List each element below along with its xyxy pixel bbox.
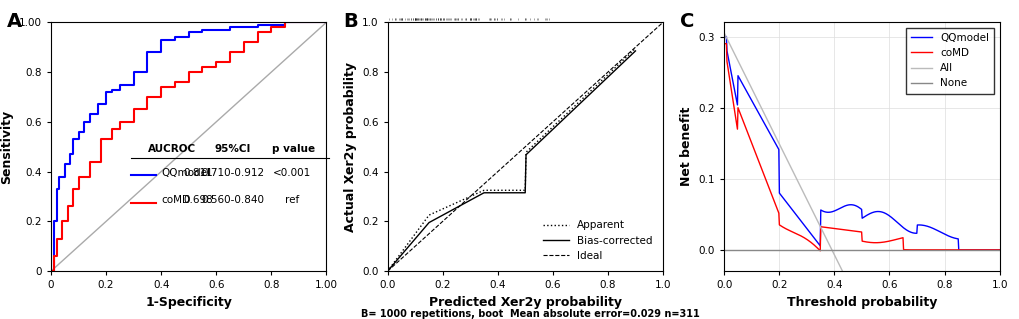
Text: 0.710-0.912: 0.710-0.912: [201, 168, 264, 178]
Ideal: [634, 41, 646, 44]
Apparent: [590, 84, 602, 87]
Text: B= 1000 repetitions, boot  Mean absolute error=0.029 n=311: B= 1000 repetitions, boot Mean absolute …: [361, 309, 699, 319]
QQmodel: [952, 248, 964, 252]
QQmodel: [993, 248, 1005, 252]
Text: p value: p value: [271, 144, 315, 154]
Text: 0.698: 0.698: [183, 195, 213, 205]
Apparent: [529, 142, 541, 145]
X-axis label: Threshold probability: Threshold probability: [786, 296, 936, 309]
X-axis label: 1-Specificity: 1-Specificity: [145, 296, 232, 309]
Text: <0.001: <0.001: [273, 168, 311, 178]
Ideal: [381, 269, 393, 273]
Legend: Apparent, Bias-corrected, Ideal: Apparent, Bias-corrected, Ideal: [537, 215, 657, 266]
Legend: QQmodel, coMD, All, None: QQmodel, coMD, All, None: [905, 27, 994, 93]
Line: All: All: [723, 33, 999, 319]
Line: Ideal: Ideal: [387, 22, 662, 271]
coMD: [867, 241, 879, 245]
Line: coMD: coMD: [723, 44, 999, 251]
coMD: [944, 248, 956, 252]
Bias-corrected: [528, 145, 540, 149]
QQmodel: [866, 211, 878, 214]
coMD: [993, 248, 1005, 252]
Ideal: [545, 121, 557, 125]
Ideal: [642, 33, 654, 37]
Bias-corrected: [533, 140, 545, 144]
QQmodel: [881, 213, 894, 217]
Apparent: [381, 269, 393, 273]
Y-axis label: Sensitivity: Sensitivity: [0, 110, 13, 184]
Text: A: A: [7, 12, 22, 31]
Bias-corrected: [629, 49, 641, 53]
coMD: [881, 239, 894, 243]
Text: 0.560-0.840: 0.560-0.840: [201, 195, 264, 205]
QQmodel: [850, 204, 862, 208]
All: [717, 31, 730, 35]
coMD: [986, 248, 999, 252]
Text: 95%CI: 95%CI: [214, 144, 251, 154]
coMD: [850, 230, 862, 234]
Text: B: B: [343, 12, 358, 31]
Bias-corrected: [381, 269, 393, 273]
Apparent: [629, 47, 641, 50]
Line: QQmodel: QQmodel: [723, 37, 999, 250]
Text: ref: ref: [284, 195, 299, 205]
Text: 0.811: 0.811: [183, 168, 213, 178]
Line: Apparent: Apparent: [387, 48, 635, 271]
Y-axis label: Actual Xer2y probability: Actual Xer2y probability: [343, 62, 357, 232]
Ideal: [445, 211, 458, 215]
Ideal: [523, 141, 535, 145]
Y-axis label: Net benefit: Net benefit: [680, 107, 693, 186]
Apparent: [533, 138, 545, 142]
All: [718, 33, 731, 37]
Text: QQmodel: QQmodel: [161, 168, 210, 178]
coMD: [849, 229, 861, 233]
Bias-corrected: [590, 86, 602, 90]
Apparent: [605, 69, 618, 72]
Ideal: [656, 20, 668, 24]
Bias-corrected: [382, 268, 394, 272]
Bias-corrected: [529, 144, 541, 148]
coMD: [717, 42, 730, 46]
Text: AUCROC: AUCROC: [148, 144, 196, 154]
QQmodel: [848, 204, 860, 207]
Apparent: [382, 268, 394, 272]
QQmodel: [943, 235, 955, 239]
QQmodel: [986, 248, 999, 252]
QQmodel: [717, 35, 730, 39]
coMD: [813, 249, 825, 253]
Line: Bias-corrected: Bias-corrected: [387, 51, 635, 271]
Text: C: C: [680, 12, 694, 31]
Text: coMD: coMD: [161, 195, 190, 205]
Ideal: [434, 221, 446, 225]
Bias-corrected: [605, 71, 618, 75]
X-axis label: Predicted Xer2y probability: Predicted Xer2y probability: [428, 296, 622, 309]
Apparent: [528, 143, 540, 146]
